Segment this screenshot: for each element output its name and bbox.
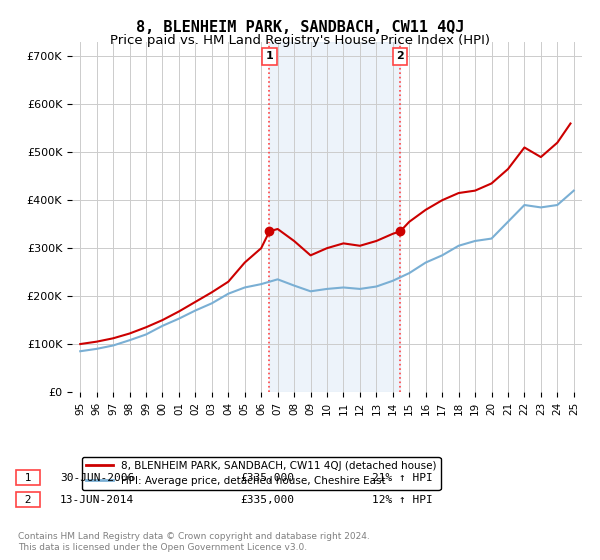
Text: 21% ↑ HPI: 21% ↑ HPI xyxy=(372,473,433,483)
Text: 8, BLENHEIM PARK, SANDBACH, CW11 4QJ: 8, BLENHEIM PARK, SANDBACH, CW11 4QJ xyxy=(136,20,464,35)
Text: 2: 2 xyxy=(18,494,38,505)
Text: Contains HM Land Registry data © Crown copyright and database right 2024.
This d: Contains HM Land Registry data © Crown c… xyxy=(18,533,370,552)
Text: 2: 2 xyxy=(397,52,404,62)
Bar xyxy=(269,42,400,392)
Legend: 8, BLENHEIM PARK, SANDBACH, CW11 4QJ (detached house), HPI: Average price, detac: 8, BLENHEIM PARK, SANDBACH, CW11 4QJ (de… xyxy=(82,457,440,490)
Text: Price paid vs. HM Land Registry's House Price Index (HPI): Price paid vs. HM Land Registry's House … xyxy=(110,34,490,46)
Text: £335,000: £335,000 xyxy=(240,473,294,483)
Text: 30-JUN-2006: 30-JUN-2006 xyxy=(60,473,134,483)
Text: 1: 1 xyxy=(18,473,38,483)
Text: 13-JUN-2014: 13-JUN-2014 xyxy=(60,494,134,505)
Text: £335,000: £335,000 xyxy=(240,494,294,505)
Text: 12% ↑ HPI: 12% ↑ HPI xyxy=(372,494,433,505)
Text: 1: 1 xyxy=(266,52,273,62)
